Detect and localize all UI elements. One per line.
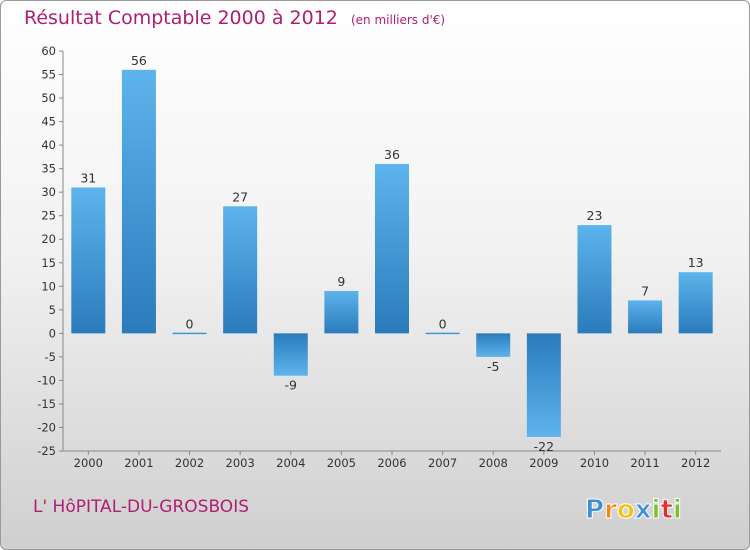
unit-label: (en milliers d'€) (350, 13, 446, 27)
y-tick-label: -25 (37, 444, 56, 458)
y-tick-label: -10 (37, 373, 56, 387)
y-tick-label: 35 (41, 162, 56, 176)
data-label: 0 (439, 316, 447, 331)
x-tick-label: 2009 (529, 456, 558, 470)
y-tick-label: 10 (41, 279, 56, 293)
data-label: 56 (131, 53, 147, 68)
data-label: 7 (641, 283, 649, 298)
x-tick-label: 2012 (681, 456, 710, 470)
y-tick-label: 30 (41, 185, 56, 199)
y-tick-label: 0 (49, 326, 56, 340)
bar (425, 332, 460, 335)
y-tick-label: 5 (49, 303, 56, 317)
x-tick-label: 2003 (226, 456, 255, 470)
y-tick-label: -5 (45, 350, 56, 364)
x-tick-label: 2010 (580, 456, 609, 470)
y-tick-label: 20 (41, 232, 56, 246)
bar (324, 291, 359, 334)
bar (577, 225, 612, 334)
plot-area: -25 -20 -15 -10 -5 0 5 10 15 20 25 30 35 40 45 50 55 60 20… (37, 44, 721, 470)
svg-text:Proxiti: Proxiti (585, 495, 682, 525)
bar (375, 163, 409, 334)
y-tick-label: 45 (41, 115, 56, 129)
y-tick-label: 55 (41, 68, 56, 82)
title-text: Résultat Comptable 2000 à 2012 (24, 7, 338, 29)
y-tick-label: 15 (41, 256, 56, 270)
bar (121, 69, 156, 334)
x-tick-label: 2005 (327, 456, 356, 470)
data-label: -9 (285, 378, 298, 393)
x-tick-label: 2007 (428, 456, 457, 470)
x-tick-label: 2006 (377, 456, 406, 470)
data-label: -5 (487, 359, 499, 374)
x-tick-label: 2000 (74, 456, 103, 470)
x-tick-label: 2011 (630, 456, 659, 470)
bar (678, 272, 713, 334)
bar (172, 332, 207, 335)
x-tick-label: 2004 (276, 456, 305, 470)
bar (273, 333, 308, 376)
y-tick-label: 40 (41, 138, 56, 152)
bar (476, 333, 511, 357)
data-label: 13 (688, 255, 704, 270)
y-tick-label: 60 (41, 44, 56, 58)
y-tick-label: 50 (41, 91, 56, 105)
data-label: 0 (186, 316, 194, 331)
data-label: 23 (587, 208, 603, 223)
bar (223, 206, 258, 334)
x-tick-label: 2002 (175, 456, 204, 470)
bar (628, 300, 663, 334)
data-label: 31 (80, 170, 96, 185)
data-label: -22 (534, 439, 554, 454)
commune-name: L' HôPITAL-DU-GROSBOIS (33, 497, 249, 517)
y-tick-label: -15 (37, 397, 56, 411)
x-tick-label: 2001 (124, 456, 153, 470)
y-tick-label: 25 (41, 209, 56, 223)
x-tick-label: 2008 (479, 456, 508, 470)
chart-title: Résultat Comptable 2000 à 2012 (en milli… (24, 7, 445, 29)
proxiti-logo: Proxiti (585, 495, 682, 526)
data-label: 36 (384, 147, 400, 162)
y-tick-label: -20 (37, 420, 56, 434)
data-label: 9 (337, 274, 345, 289)
bar (71, 187, 106, 334)
bar (526, 333, 561, 437)
data-label: 27 (232, 189, 248, 204)
